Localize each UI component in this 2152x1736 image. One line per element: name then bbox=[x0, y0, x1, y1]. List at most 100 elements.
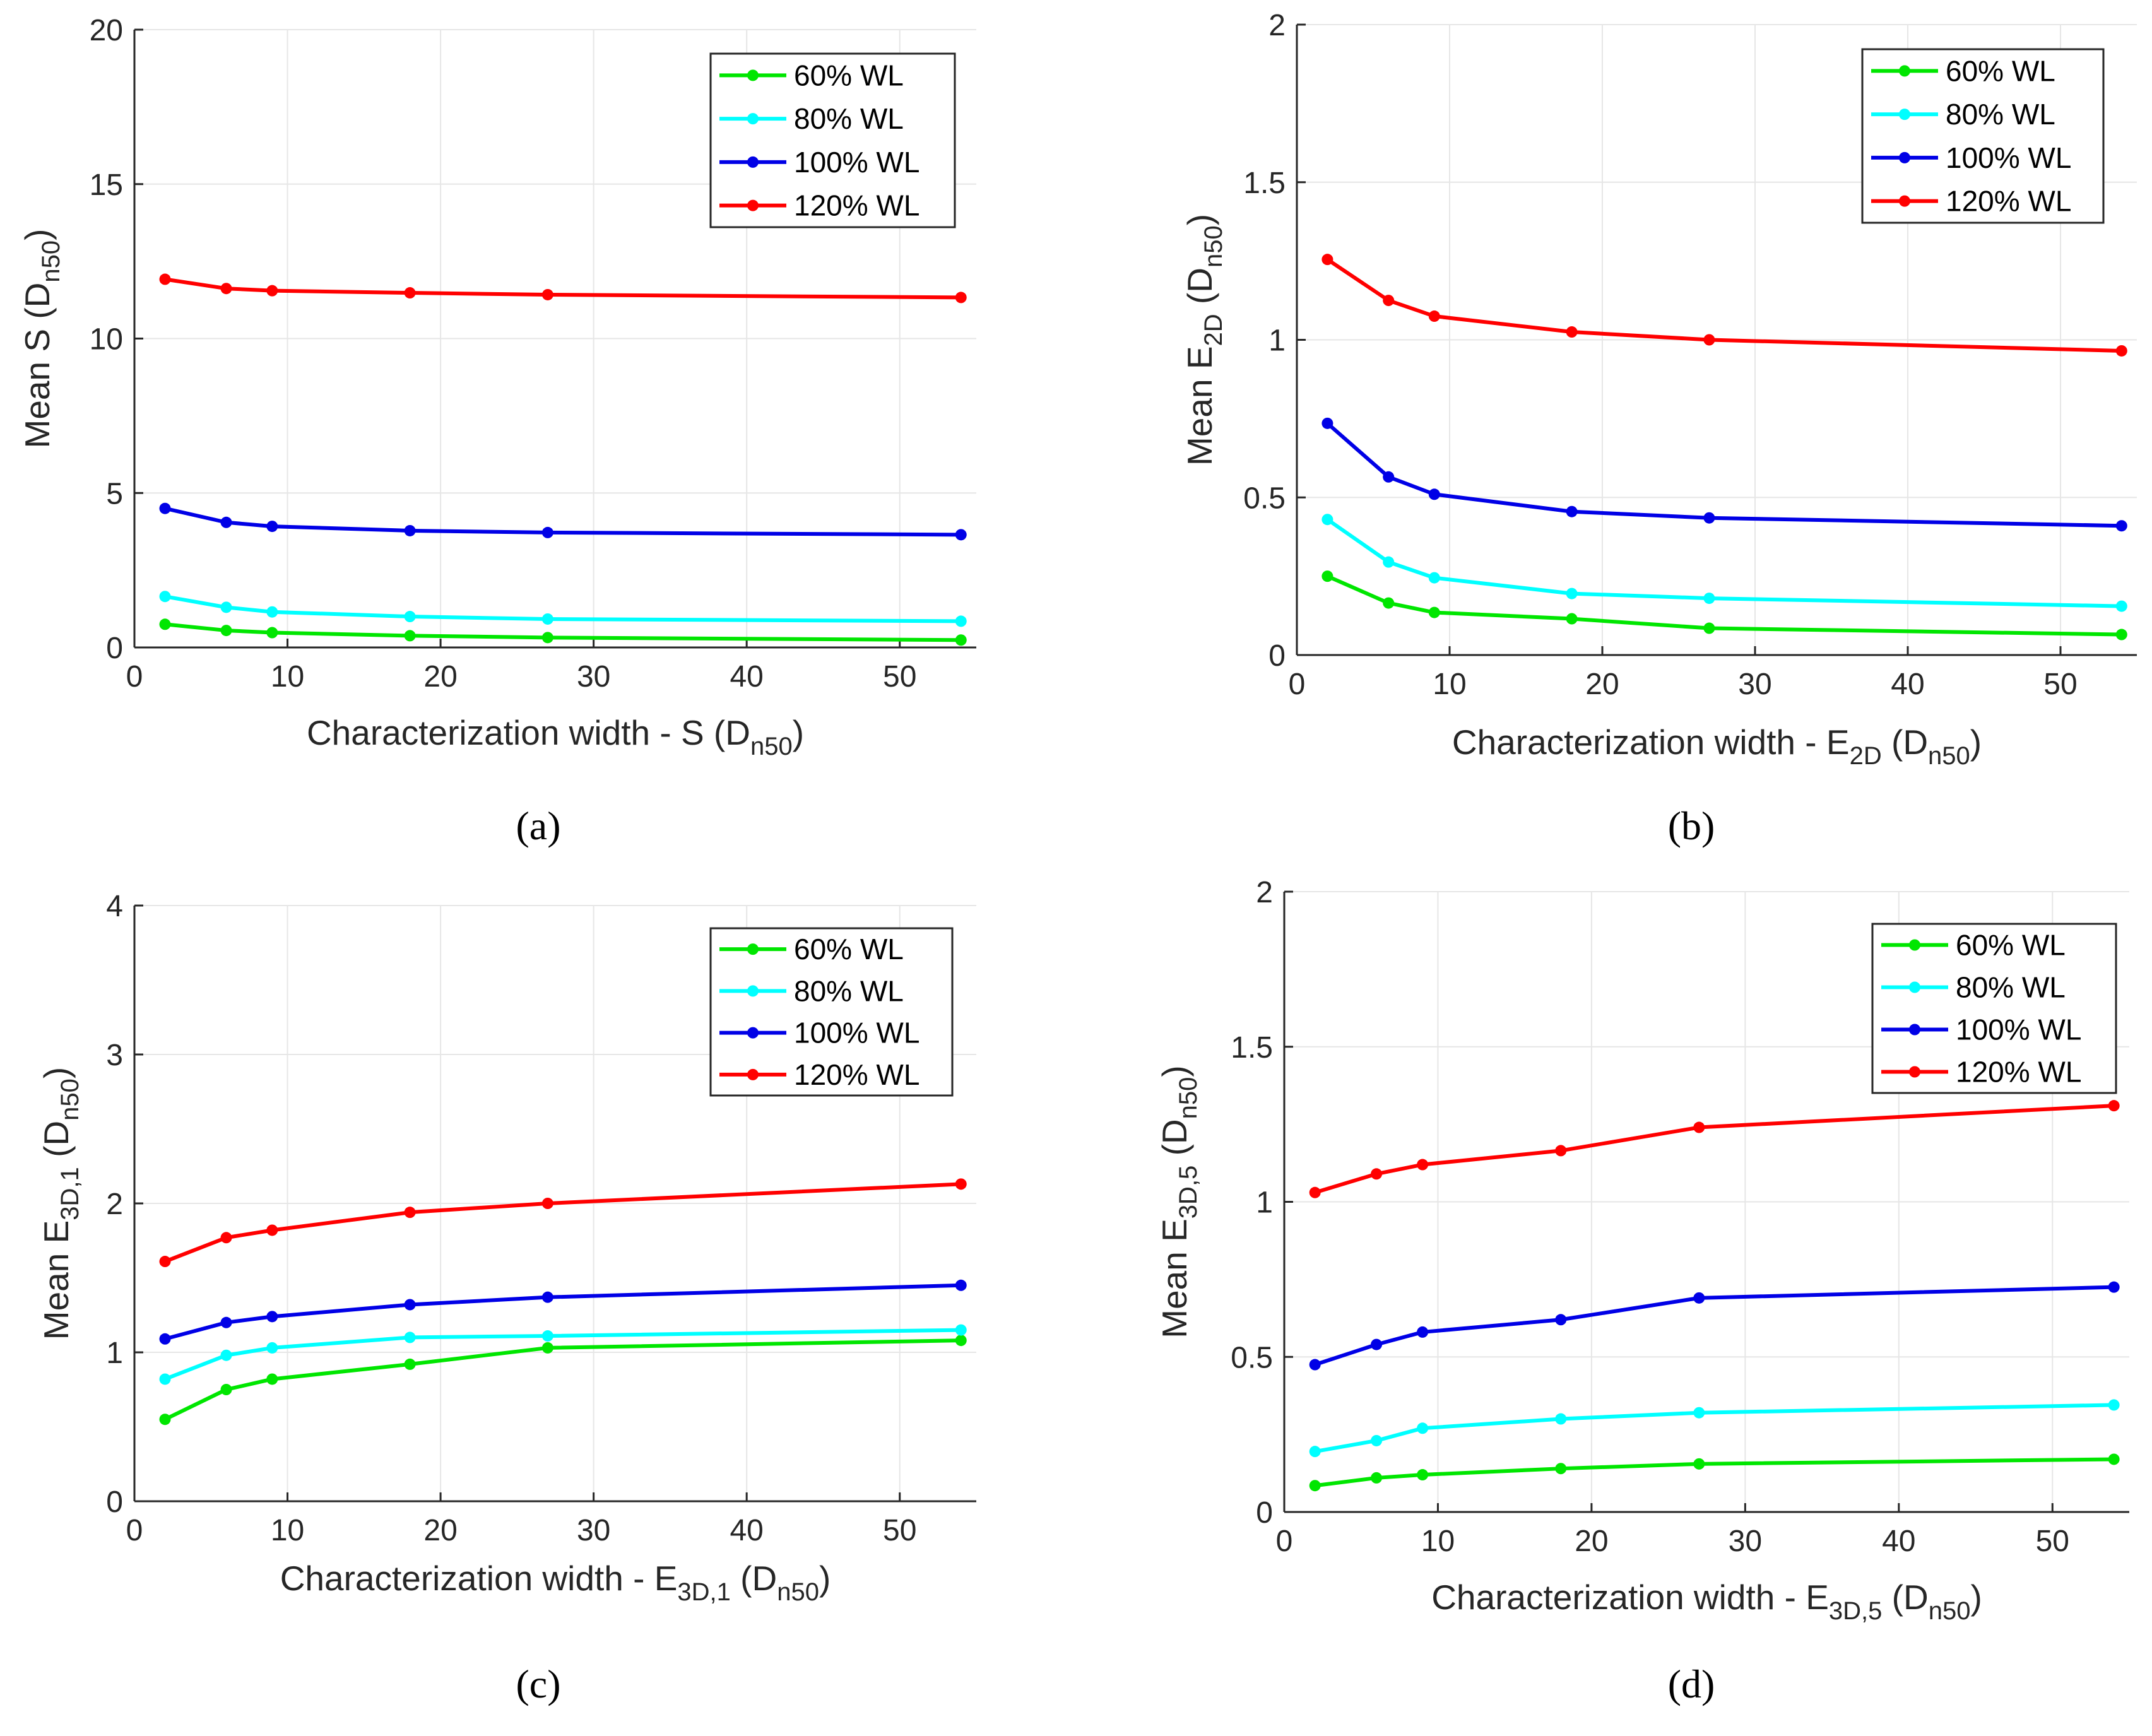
chart-panel-4: 0 10 20 30 40 50 0 0.5 1 1.5 2 60% WL 80% WL 100% WL 1… bbox=[1155, 876, 2129, 1706]
data-point bbox=[1555, 1145, 1567, 1157]
legend-entry: 60% WL bbox=[719, 933, 904, 965]
legend-entry: 100% WL bbox=[719, 1017, 919, 1049]
data-point bbox=[404, 1358, 416, 1370]
data-point bbox=[1703, 334, 1715, 346]
x-tick-label: 20 bbox=[423, 1514, 457, 1547]
legend-swatch-marker bbox=[1899, 151, 1910, 163]
data-point bbox=[541, 1198, 553, 1209]
x-tick-label: 20 bbox=[423, 660, 457, 694]
chart-panel-3: 0 10 20 30 40 50 0 1 2 3 4 60% WL 80% WL 100% WL 120% … bbox=[37, 890, 976, 1706]
legend-label: 100% WL bbox=[794, 1017, 919, 1049]
legend-label: 100% WL bbox=[1956, 1013, 2081, 1046]
data-point bbox=[1321, 570, 1333, 582]
y-tick-label: 15 bbox=[90, 168, 123, 202]
data-point bbox=[404, 1332, 416, 1343]
data-point bbox=[1693, 1407, 1705, 1419]
data-point bbox=[1371, 1168, 1383, 1180]
data-point bbox=[404, 287, 416, 299]
data-point bbox=[266, 1342, 278, 1354]
series-line bbox=[164, 1182, 961, 1263]
data-point bbox=[220, 1232, 232, 1244]
chart-panel-2: 0 10 20 30 40 50 0 0.5 1 1.5 2 60% WL 80% WL 100% WL 1… bbox=[1180, 9, 2137, 848]
data-point bbox=[1566, 613, 1578, 625]
y-axis-label: Mean E2D (Dn50) bbox=[1180, 214, 1227, 466]
data-point bbox=[1383, 471, 1395, 483]
data-point bbox=[159, 591, 171, 603]
data-point bbox=[955, 1324, 967, 1336]
data-point bbox=[1371, 1338, 1383, 1350]
y-tick-label: 0 bbox=[1256, 1496, 1273, 1530]
legend-label: 60% WL bbox=[794, 933, 904, 965]
legend: 60% WL 80% WL 100% WL 120% WL bbox=[709, 927, 954, 1097]
data-point bbox=[1428, 606, 1440, 618]
legend-label: 100% WL bbox=[1946, 141, 2071, 174]
x-tick-label: 10 bbox=[271, 660, 304, 694]
legend-entry: 100% WL bbox=[1881, 1013, 2081, 1046]
legend-swatch-marker bbox=[747, 199, 759, 211]
x-axis-label: Characterization width - E2D (Dn50) bbox=[1452, 723, 1982, 770]
data-point bbox=[2115, 600, 2127, 612]
data-point bbox=[1703, 512, 1715, 524]
x-tick-label: 40 bbox=[730, 1514, 763, 1547]
data-point bbox=[220, 1316, 232, 1328]
legend-box bbox=[1871, 923, 2117, 1094]
legend-swatch-marker bbox=[1909, 1066, 1920, 1078]
data-point bbox=[1383, 295, 1395, 307]
data-point bbox=[220, 601, 232, 613]
data-point bbox=[404, 611, 416, 623]
y-tick-label: 1.5 bbox=[1243, 167, 1286, 200]
data-point bbox=[1693, 1292, 1705, 1304]
legend-entry: 60% WL bbox=[719, 59, 904, 92]
series-line bbox=[1315, 1403, 2114, 1454]
data-point bbox=[1417, 1469, 1429, 1481]
x-tick-label: 20 bbox=[1585, 668, 1619, 701]
y-tick-label: 1 bbox=[106, 1337, 123, 1370]
data-point bbox=[266, 606, 278, 618]
data-point bbox=[1693, 1458, 1705, 1470]
data-point bbox=[159, 1373, 171, 1385]
legend-entry: 100% WL bbox=[1871, 141, 2071, 174]
series-80-wl bbox=[1321, 514, 2127, 612]
legend-label: 60% WL bbox=[794, 59, 904, 92]
y-axis-label: Mean E3D,1 (Dn50) bbox=[37, 1067, 84, 1340]
y-tick-label: 2 bbox=[106, 1188, 123, 1221]
panel-caption: (a) bbox=[516, 803, 560, 848]
legend-swatch-marker bbox=[747, 113, 759, 125]
legend-entry: 80% WL bbox=[1881, 971, 2066, 1004]
data-point bbox=[1428, 572, 1440, 584]
legend-entry: 80% WL bbox=[719, 102, 904, 135]
series-120-wl bbox=[159, 1178, 967, 1268]
legend-swatch-marker bbox=[1899, 195, 1910, 207]
legend: 60% WL 80% WL 100% WL 120% WL bbox=[1861, 48, 2105, 224]
x-tick-label: 10 bbox=[271, 1514, 304, 1547]
panel-caption: (c) bbox=[516, 1662, 560, 1706]
data-point bbox=[159, 273, 171, 285]
series-120-wl bbox=[159, 273, 967, 304]
legend-entry: 120% WL bbox=[1881, 1056, 2081, 1089]
series-60-wl bbox=[1321, 570, 2127, 641]
series-60-wl bbox=[159, 618, 967, 646]
data-point bbox=[1555, 1314, 1567, 1326]
series-100-wl bbox=[1309, 1281, 2120, 1371]
data-point bbox=[955, 1178, 967, 1190]
x-tick-label: 50 bbox=[883, 1514, 916, 1547]
x-tick-label: 0 bbox=[126, 1514, 143, 1547]
legend-label: 60% WL bbox=[1956, 929, 2066, 962]
x-tick-label: 0 bbox=[1289, 668, 1306, 701]
series-60-wl bbox=[1309, 1453, 2120, 1492]
series-line bbox=[165, 622, 961, 642]
data-point bbox=[541, 613, 553, 625]
data-point bbox=[1309, 1446, 1321, 1458]
series-120-wl bbox=[1321, 254, 2127, 357]
legend-swatch-marker bbox=[1909, 981, 1920, 993]
x-tick-label: 40 bbox=[1882, 1525, 1915, 1558]
legend-swatch-marker bbox=[747, 69, 759, 81]
y-tick-label: 20 bbox=[90, 14, 123, 47]
data-point bbox=[541, 1291, 553, 1303]
y-tick-label: 10 bbox=[90, 323, 123, 357]
data-point bbox=[2115, 345, 2127, 357]
legend-swatch-marker bbox=[1899, 109, 1910, 121]
legend-entry: 60% WL bbox=[1881, 929, 2066, 962]
data-point bbox=[1566, 326, 1578, 338]
legend-swatch-marker bbox=[747, 1027, 759, 1039]
